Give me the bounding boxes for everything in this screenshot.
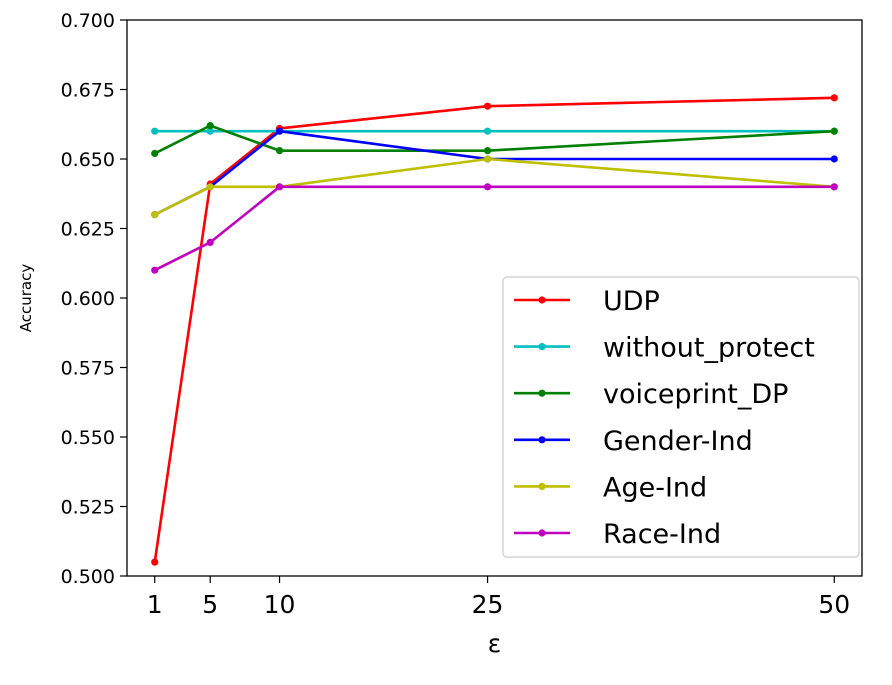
data-point xyxy=(151,127,159,135)
legend-box xyxy=(502,276,860,558)
data-point xyxy=(275,147,284,155)
data-point xyxy=(206,183,214,191)
data-point xyxy=(151,558,159,566)
data-point xyxy=(206,122,214,130)
data-point xyxy=(483,102,492,110)
legend-swatch-marker xyxy=(538,296,546,304)
legend-swatch-marker xyxy=(538,389,546,397)
legend-label: Gender-Ind xyxy=(603,426,753,457)
y-tick-label: 0.700 xyxy=(61,10,115,32)
legend: UDP without_protect voiceprint_DP Gender-In… xyxy=(502,276,860,558)
data-point xyxy=(275,183,284,191)
legend-label: without_protect xyxy=(603,333,815,364)
y-axis-label: Accuracy xyxy=(17,264,35,333)
y-tick-label: 0.500 xyxy=(61,566,115,588)
data-point xyxy=(483,147,492,155)
data-point xyxy=(151,266,159,274)
data-point xyxy=(830,127,838,135)
data-point xyxy=(151,211,159,219)
legend-swatch-marker xyxy=(538,482,546,490)
legend-label: voiceprint_DP xyxy=(603,379,788,410)
y-tick-label: 0.575 xyxy=(61,358,115,380)
x-axis-label: ε xyxy=(488,629,502,658)
legend-label: Age-Ind xyxy=(603,472,707,503)
y-tick-label: 0.675 xyxy=(61,80,115,102)
y-tick-label: 0.650 xyxy=(61,149,115,171)
legend-swatch-marker xyxy=(538,343,546,351)
legend-swatch-marker xyxy=(538,436,546,444)
x-tick-label: 10 xyxy=(264,590,296,619)
data-point xyxy=(483,183,492,191)
y-tick-label: 0.625 xyxy=(61,219,115,241)
data-point xyxy=(830,183,838,191)
data-point xyxy=(830,155,838,163)
x-tick-label: 50 xyxy=(818,590,850,619)
y-tick-label: 0.600 xyxy=(61,288,115,310)
data-point xyxy=(275,127,284,135)
series-layer xyxy=(151,94,838,566)
y-tick-label: 0.525 xyxy=(61,497,115,519)
x-tick-label: 25 xyxy=(472,590,504,619)
x-tick-label: 1 xyxy=(147,590,163,619)
data-point xyxy=(483,127,492,135)
legend-label: Race-Ind xyxy=(603,519,721,550)
series-line-5 xyxy=(154,185,835,272)
data-point xyxy=(483,155,492,163)
axes-layer: 0.500 0.525 0.550 0.575 0.600 0.625 0.650 0.675… xyxy=(17,10,863,658)
legend-label: UDP xyxy=(603,286,660,317)
y-tick-label: 0.550 xyxy=(61,427,115,449)
data-point xyxy=(206,238,214,246)
data-point xyxy=(206,127,214,135)
x-tick-label: 5 xyxy=(202,590,218,619)
data-point xyxy=(830,94,838,102)
data-point xyxy=(151,149,159,158)
legend-swatch-marker xyxy=(538,529,546,537)
